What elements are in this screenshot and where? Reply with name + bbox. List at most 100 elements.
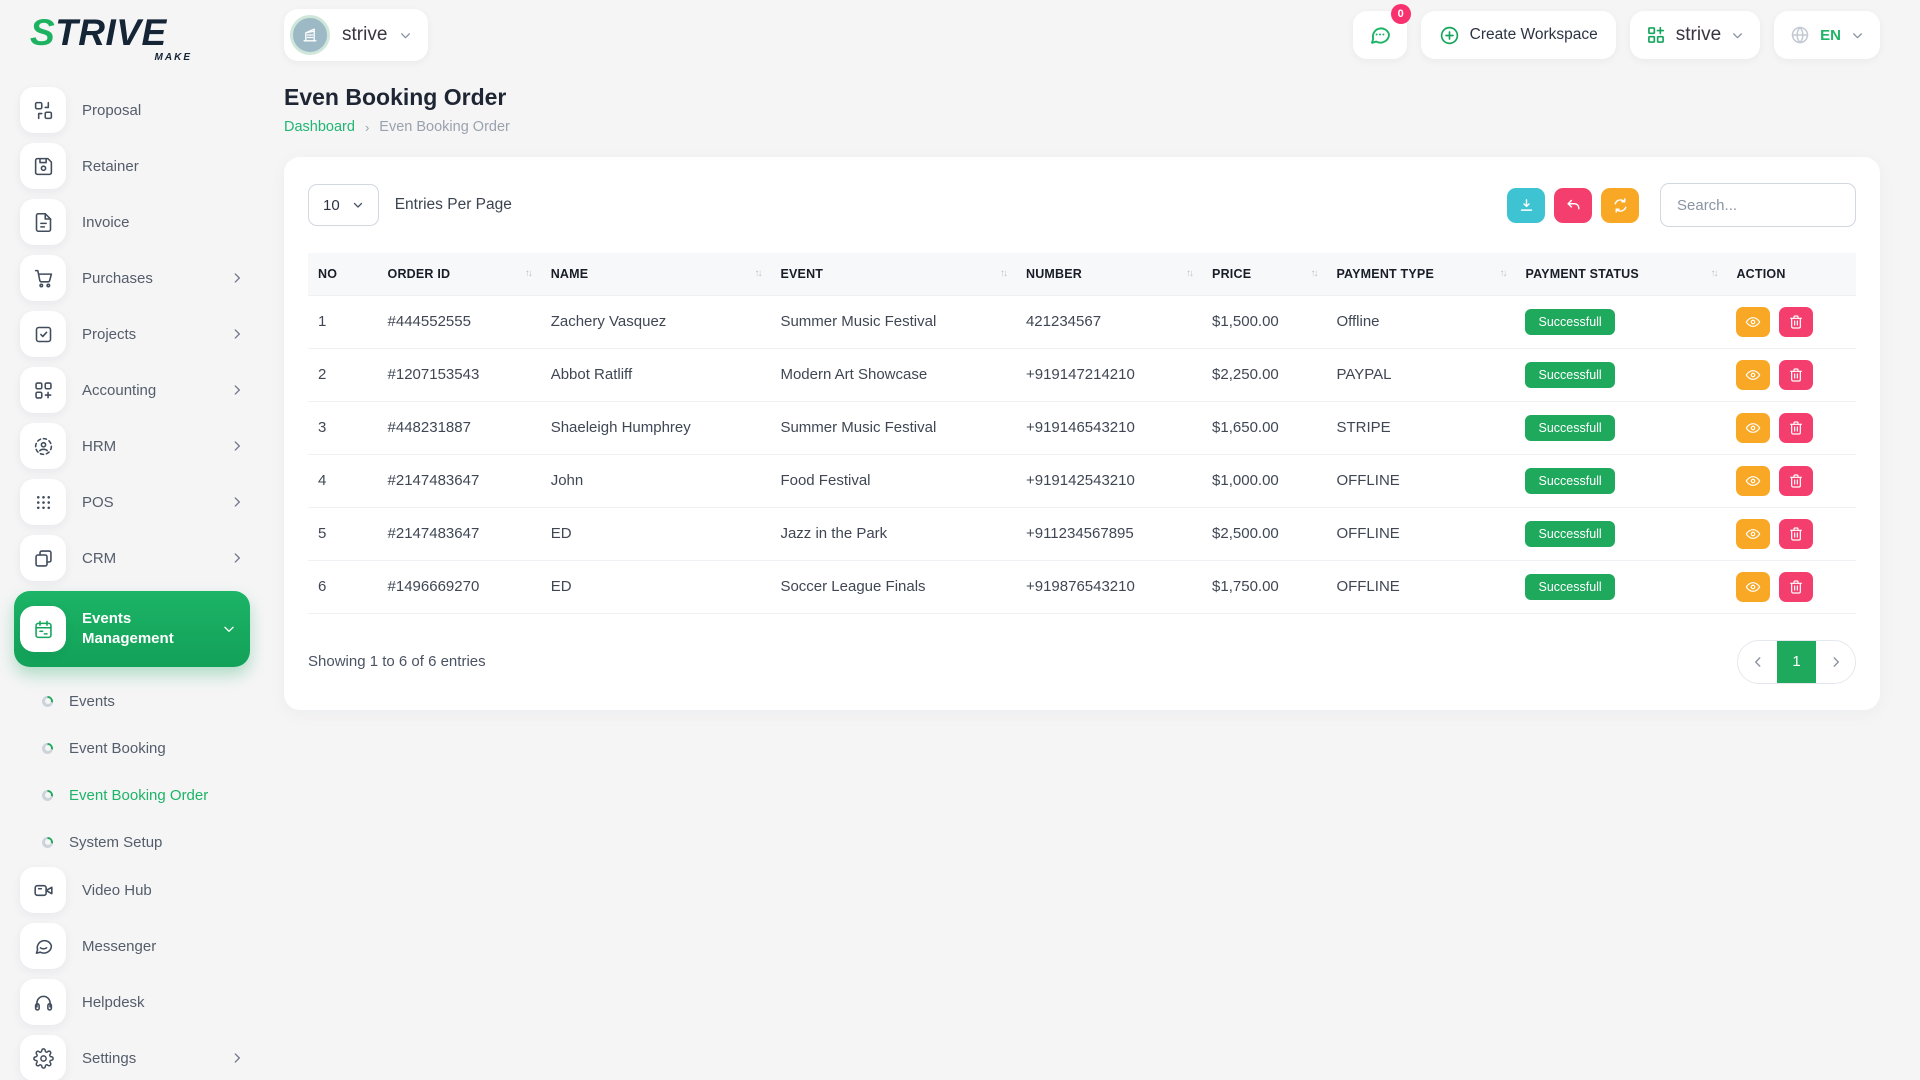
refresh-icon bbox=[1614, 197, 1626, 213]
view-button[interactable] bbox=[1736, 412, 1771, 443]
sidebar-item-label: Purchases bbox=[82, 269, 153, 287]
sidebar-item-video-hub[interactable]: Video Hub bbox=[14, 867, 250, 913]
chat-bubble-icon bbox=[1370, 27, 1390, 44]
chat-button[interactable]: 0 bbox=[1352, 4, 1411, 59]
sidebar-item-messenger[interactable]: Messenger bbox=[14, 923, 250, 969]
create-workspace-label: Create Workspace bbox=[1469, 26, 1598, 43]
table-toolbar: 10 Entries Per Page bbox=[308, 183, 1856, 227]
column-header-order-id[interactable]: ORDER ID ↑↓ bbox=[377, 253, 541, 295]
sidebar-item-label: Helpdesk bbox=[82, 993, 145, 1011]
app-menu-label: strive bbox=[1675, 24, 1722, 45]
topbar-actions: 0 Create Workspace strive EN bbox=[1352, 4, 1880, 59]
cell-order-id: #2147483647 bbox=[377, 507, 541, 561]
chevron-left-icon bbox=[1754, 656, 1760, 667]
sidebar-item-settings[interactable]: Settings bbox=[14, 1035, 250, 1080]
status-badge: Successfull bbox=[1525, 467, 1615, 494]
sort-icon[interactable]: ↑↓ bbox=[1310, 268, 1318, 280]
delete-button[interactable] bbox=[1779, 571, 1814, 602]
column-header-payment-type[interactable]: PAYMENT TYPE ↑↓ bbox=[1326, 253, 1516, 295]
building-icon bbox=[290, 15, 330, 55]
sidebar: STRIVE MAKE Proposal Retainer Invoice bbox=[0, 0, 264, 1080]
column-header-name[interactable]: NAME ↑↓ bbox=[540, 253, 771, 295]
delete-button[interactable] bbox=[1779, 306, 1814, 337]
logo-tagline: MAKE bbox=[154, 52, 192, 63]
trash-icon bbox=[1790, 314, 1803, 329]
sidebar-item-hrm[interactable]: HRM bbox=[14, 423, 250, 469]
sort-icon[interactable]: ↑↓ bbox=[1710, 268, 1718, 280]
delete-button[interactable] bbox=[1779, 518, 1814, 549]
grid-plus-icon bbox=[1647, 26, 1664, 43]
entries-summary: Showing 1 to 6 of 6 entries bbox=[308, 653, 486, 670]
sort-icon[interactable]: ↑↓ bbox=[524, 268, 533, 280]
sidebar-item-retainer[interactable]: Retainer bbox=[14, 143, 250, 189]
undo-button[interactable] bbox=[1554, 187, 1592, 223]
delete-button[interactable] bbox=[1779, 412, 1814, 443]
column-header-event[interactable]: EVENT ↑↓ bbox=[770, 253, 1016, 295]
pagination-next-button[interactable] bbox=[1816, 640, 1855, 683]
sidebar-item-events-management[interactable]: Events Management bbox=[14, 591, 250, 667]
sidebar-item-projects[interactable]: Projects bbox=[14, 311, 250, 357]
main-content: strive 0 Create Workspace strive EN bbox=[264, 0, 1920, 710]
headset-icon bbox=[20, 979, 66, 1025]
sort-icon[interactable]: ↑↓ bbox=[1186, 268, 1194, 280]
table-row: 3 #448231887 Shaeleigh Humphrey Summer M… bbox=[308, 401, 1856, 455]
column-header-number[interactable]: NUMBER ↑↓ bbox=[1015, 253, 1203, 295]
cell-name: ED bbox=[540, 560, 771, 614]
cell-order-id: #1496669270 bbox=[377, 560, 541, 614]
create-workspace-button[interactable]: Create Workspace bbox=[1420, 11, 1616, 59]
chevron-right-icon bbox=[234, 273, 240, 283]
cell-number: +919147214210 bbox=[1015, 348, 1203, 402]
status-badge: Successfull bbox=[1525, 573, 1615, 600]
app-menu-button[interactable]: strive bbox=[1629, 11, 1761, 59]
view-button[interactable] bbox=[1736, 571, 1771, 602]
refresh-button[interactable] bbox=[1601, 187, 1639, 223]
sidebar-item-accounting[interactable]: Accounting bbox=[14, 367, 250, 413]
view-button[interactable] bbox=[1736, 518, 1771, 549]
grid-add-icon bbox=[20, 367, 66, 413]
sidebar-subitem-event-booking-order[interactable]: Event Booking Order bbox=[14, 773, 250, 817]
sidebar-subitem-event-booking[interactable]: Event Booking bbox=[14, 726, 250, 770]
column-header-price[interactable]: PRICE ↑↓ bbox=[1202, 253, 1327, 295]
sort-icon[interactable]: ↑↓ bbox=[999, 268, 1008, 280]
breadcrumb-dashboard-link[interactable]: Dashboard bbox=[284, 119, 355, 135]
cell-payment-type: Offline bbox=[1326, 294, 1516, 349]
sidebar-item-purchases[interactable]: Purchases bbox=[14, 255, 250, 301]
sidebar-item-pos[interactable]: POS bbox=[14, 479, 250, 525]
sidebar-item-crm[interactable]: CRM bbox=[14, 535, 250, 581]
sort-icon[interactable]: ↑↓ bbox=[1499, 268, 1507, 280]
sidebar-item-label: Video Hub bbox=[82, 881, 152, 899]
workspace-switcher[interactable]: strive bbox=[284, 9, 429, 61]
export-button[interactable] bbox=[1507, 187, 1545, 223]
pagination: 1 bbox=[1737, 639, 1856, 684]
sidebar-subitem-system-setup[interactable]: System Setup bbox=[14, 820, 250, 864]
sidebar-item-proposal[interactable]: Proposal bbox=[14, 87, 250, 133]
cell-event: Summer Music Festival bbox=[770, 401, 1016, 455]
sidebar-item-invoice[interactable]: Invoice bbox=[14, 199, 250, 245]
cell-order-id: #448231887 bbox=[377, 401, 541, 455]
cell-actions bbox=[1726, 294, 1856, 349]
cart-icon bbox=[20, 255, 66, 301]
view-button[interactable] bbox=[1736, 359, 1771, 390]
entries-per-page-select[interactable]: 10 bbox=[308, 184, 379, 226]
view-button[interactable] bbox=[1736, 465, 1771, 496]
language-selector[interactable]: EN bbox=[1774, 11, 1880, 59]
sidebar-item-helpdesk[interactable]: Helpdesk bbox=[14, 979, 250, 1025]
cell-number: +919142543210 bbox=[1015, 454, 1203, 508]
search-input[interactable] bbox=[1660, 183, 1856, 227]
sort-icon[interactable]: ↑↓ bbox=[754, 268, 762, 280]
cell-payment-status: Successfull bbox=[1515, 507, 1727, 561]
logo-word: TRIVE bbox=[55, 12, 167, 53]
delete-button[interactable] bbox=[1779, 359, 1814, 390]
pagination-page-1[interactable]: 1 bbox=[1777, 640, 1816, 683]
page-title: Even Booking Order bbox=[284, 84, 507, 110]
chevron-right-icon bbox=[234, 553, 240, 563]
trash-icon bbox=[1790, 579, 1803, 594]
delete-button[interactable] bbox=[1779, 465, 1814, 496]
view-button[interactable] bbox=[1736, 306, 1771, 337]
cell-order-id: #444552555 bbox=[377, 294, 541, 349]
eye-icon bbox=[1746, 528, 1761, 539]
sidebar-subitem-events[interactable]: Events bbox=[14, 679, 250, 723]
pagination-prev-button[interactable] bbox=[1738, 640, 1777, 683]
column-header-payment-status[interactable]: PAYMENT STATUS ↑↓ bbox=[1515, 253, 1727, 295]
cell-event: Jazz in the Park bbox=[770, 507, 1016, 561]
